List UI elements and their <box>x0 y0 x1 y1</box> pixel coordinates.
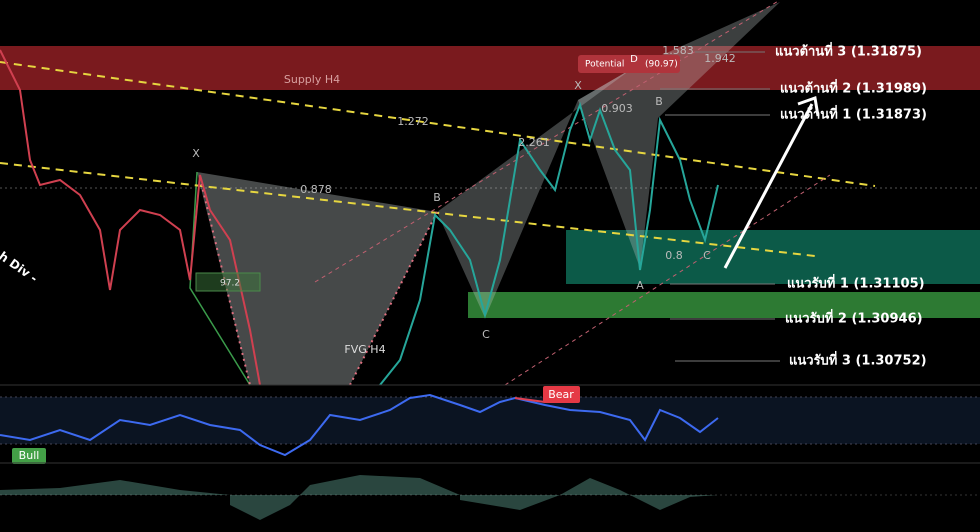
supply-zone <box>0 46 980 90</box>
potential-label: Potential <box>585 60 624 70</box>
rsi-band <box>0 397 980 444</box>
histogram <box>0 475 718 520</box>
pattern-label: 0.878 <box>300 183 332 196</box>
potential-box <box>578 55 680 73</box>
pattern-leg <box>349 211 438 386</box>
bear-label: Bear <box>548 388 574 401</box>
resistance-level: แนวต้านที่ 1 (1.31873) <box>780 105 927 123</box>
pattern-label: 1.942 <box>704 52 736 65</box>
potential-point: D <box>630 54 638 65</box>
resistance-level: แนวต้านที่ 2 (1.31989) <box>780 79 927 97</box>
trend-line <box>0 61 876 187</box>
pattern-label: X <box>574 79 582 92</box>
trend-line <box>0 162 816 257</box>
pattern-label: 1.583 <box>662 44 694 57</box>
demand-zone <box>566 230 980 284</box>
zone-label: Supply H4 <box>284 73 340 86</box>
demand-zone <box>468 292 980 318</box>
bull-tag <box>12 448 46 464</box>
potential-score: (90.97) <box>645 60 678 70</box>
pattern-label: B <box>433 191 441 204</box>
level-lines <box>660 51 780 362</box>
pattern-leg <box>189 171 251 386</box>
harmonic-pattern <box>197 172 437 385</box>
price-path <box>379 101 719 386</box>
pattern-label: B <box>655 95 663 108</box>
channel-line <box>504 174 831 386</box>
support-level: แนวรับที่ 2 (1.30946) <box>785 309 923 327</box>
divergence-line <box>514 397 546 403</box>
support-level: แนวรับที่ 1 (1.31105) <box>787 274 925 292</box>
pattern-label: 0.903 <box>601 102 633 115</box>
pattern-label: C <box>703 249 711 262</box>
arrow-head <box>797 95 820 117</box>
zone-label: FVG H4 <box>344 343 385 356</box>
price-path <box>0 49 261 386</box>
pattern-label: C <box>482 328 490 341</box>
harmonic-pattern <box>578 2 780 268</box>
score-label: 97.2 <box>220 279 240 289</box>
bull-label: Bull <box>19 449 40 462</box>
pattern-label: 2.261 <box>518 136 550 149</box>
bear-tag <box>543 386 580 403</box>
arrow <box>723 103 814 269</box>
support-level: แนวรับที่ 3 (1.30752) <box>789 351 927 369</box>
resistance-level: แนวต้านที่ 3 (1.31875) <box>775 42 922 60</box>
rsi-line <box>0 393 719 457</box>
pattern-label: 0.8 <box>665 249 683 262</box>
pattern-label: 1.272 <box>397 115 429 128</box>
channel-line <box>314 0 781 283</box>
pattern-label: X <box>192 147 200 160</box>
score-box <box>195 272 261 292</box>
pattern-label: A <box>636 279 644 292</box>
harmonic-pattern <box>437 68 633 318</box>
